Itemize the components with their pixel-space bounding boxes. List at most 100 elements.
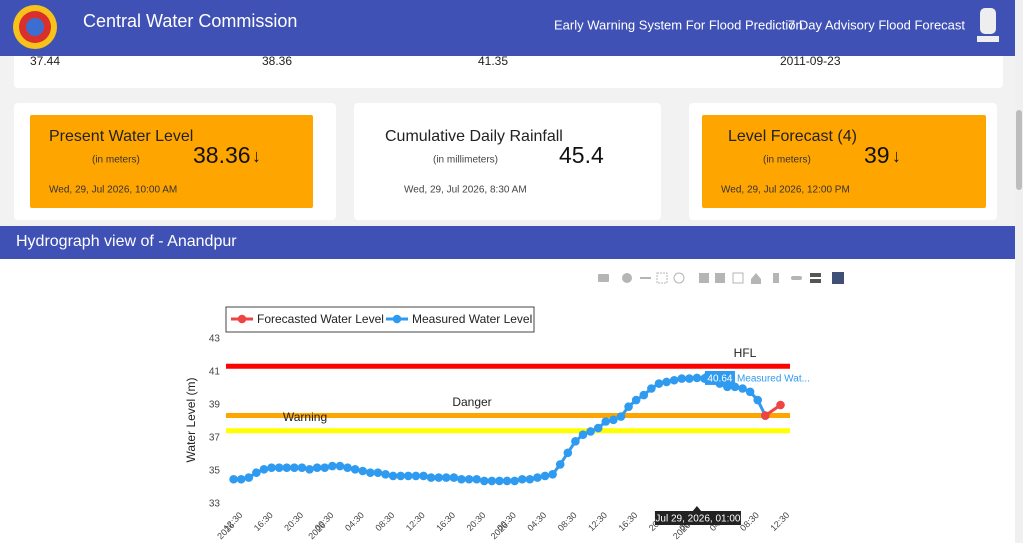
modebar-button[interactable]: [622, 273, 632, 283]
modebar-logo[interactable]: [832, 272, 844, 284]
modebar-button[interactable]: [640, 277, 651, 279]
modebar-button[interactable]: [699, 273, 709, 283]
modebar-button[interactable]: [810, 279, 821, 283]
card-value: 39: [864, 142, 890, 168]
hover-x-box: [654, 511, 741, 525]
data-point: [624, 402, 633, 411]
data-point: [571, 437, 580, 446]
card-value: 45.4: [559, 142, 604, 168]
y-tick-label: 35: [209, 466, 221, 477]
emblem-base: [977, 36, 999, 42]
data-point: [297, 463, 307, 473]
data-point: [358, 466, 368, 476]
modebar-button[interactable]: [751, 273, 761, 284]
logo-core: [26, 18, 44, 36]
data-point: [434, 473, 443, 482]
data-point: [495, 476, 504, 486]
hover-x-pointer: [691, 506, 702, 512]
card-value: 38.36: [193, 142, 251, 168]
data-point: [578, 430, 588, 440]
data-point: [533, 473, 542, 482]
data-point: [290, 463, 299, 473]
emblem: [977, 8, 999, 42]
y-tick-label: 33: [209, 499, 221, 510]
data-point: [555, 460, 565, 469]
data-point: [373, 468, 383, 477]
logo[interactable]: [13, 5, 57, 49]
modebar-button[interactable]: [810, 273, 821, 277]
data-point: [366, 468, 375, 477]
data-point: [677, 374, 687, 383]
card-highlight: [702, 115, 986, 208]
scrollbar-thumb[interactable]: [1016, 110, 1022, 190]
data-point: [517, 474, 527, 484]
data-point: [388, 471, 398, 481]
data-point: [654, 379, 664, 388]
legend-label: Measured Water Level: [412, 312, 532, 326]
y-axis-label: Water Level (m): [184, 378, 198, 463]
modebar-button[interactable]: [715, 273, 725, 283]
card: [354, 103, 661, 220]
data-point: [745, 387, 755, 397]
data-point: [540, 471, 550, 481]
reference-label: HFL: [734, 346, 757, 360]
data-point: [282, 463, 292, 473]
data-point: [426, 473, 436, 482]
header-title[interactable]: Central Water Commission: [83, 11, 297, 31]
card-trend: ↓: [252, 146, 261, 166]
data-point: [267, 463, 276, 473]
data-point: [631, 395, 641, 405]
data-point: [692, 373, 702, 383]
modebar-button[interactable]: [773, 273, 779, 283]
data-point: [738, 384, 747, 393]
modebar-button[interactable]: [732, 272, 744, 284]
legend-marker: [237, 314, 247, 324]
modebar-button[interactable]: [598, 274, 609, 282]
data-point: [593, 423, 603, 433]
data-point: [350, 465, 360, 474]
data-point: [609, 415, 618, 425]
data-point: [510, 476, 519, 486]
section-title: Hydrograph view of - Anandpur: [16, 233, 237, 250]
card-title: Present Water Level: [49, 128, 193, 145]
modebar-button[interactable]: [673, 272, 685, 284]
data-point: [601, 417, 611, 426]
data-point: [685, 374, 694, 383]
card-unit: (in millimeters): [433, 155, 498, 166]
modebar-button[interactable]: [656, 272, 668, 284]
data-point: [449, 473, 459, 482]
legend-item[interactable]: Forecasted Water Level: [231, 312, 384, 326]
summary-value: 41.35: [478, 54, 508, 68]
hover-x-label: Jul 29, 2026, 01:00: [655, 514, 741, 525]
emblem-shape: [980, 8, 996, 34]
chart-panel: [0, 259, 1015, 543]
hover-value: 40.64: [707, 374, 732, 385]
data-point: [343, 463, 352, 473]
data-point: [404, 471, 413, 481]
y-tick-label: 41: [209, 367, 221, 378]
data-point: [229, 474, 238, 484]
nav-link[interactable]: 7 Day Advisory Flood Forecast: [788, 17, 965, 32]
data-point: [441, 473, 451, 482]
data-point: [472, 474, 481, 484]
data-point: [616, 412, 626, 421]
data-point: [662, 377, 671, 387]
data-point: [525, 474, 535, 484]
data-point: [563, 448, 573, 458]
data-point: [776, 400, 785, 410]
data-point: [457, 474, 466, 484]
modebar-button[interactable]: [791, 276, 802, 280]
legend-label: Forecasted Water Level: [257, 312, 384, 326]
section-bar: [0, 226, 1015, 259]
data-point: [396, 471, 406, 481]
legend-item[interactable]: Measured Water Level: [386, 312, 532, 326]
data-point: [320, 463, 330, 473]
data-point: [252, 468, 261, 477]
data-point: [761, 411, 770, 420]
data-point: [647, 384, 656, 393]
y-tick-label: 39: [209, 400, 221, 411]
nav-link[interactable]: Early Warning System For Flood Predictio…: [554, 17, 803, 32]
data-point: [464, 474, 474, 484]
data-point: [328, 461, 337, 471]
